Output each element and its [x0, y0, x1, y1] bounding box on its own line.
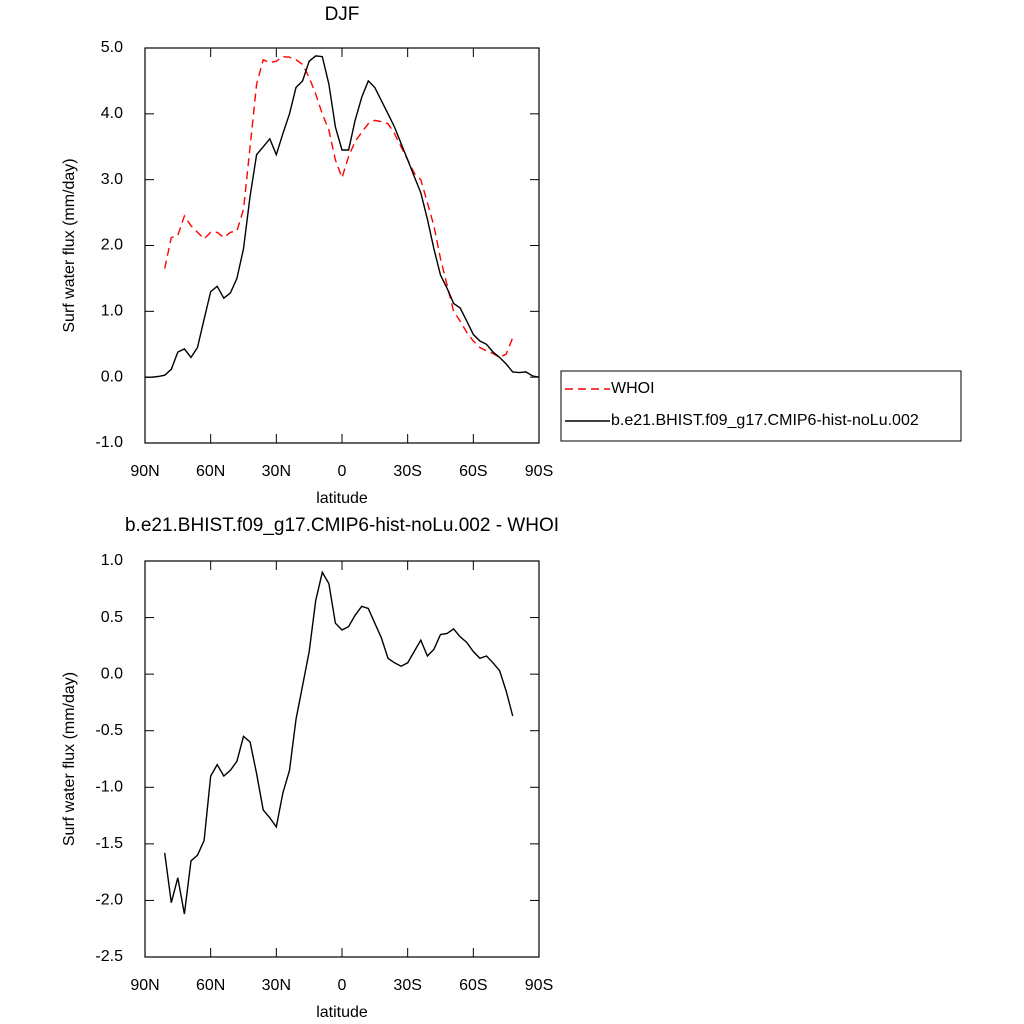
x-tick-label: 60N	[196, 463, 225, 480]
x-tick-label: 90S	[525, 463, 553, 480]
y-tick-label: 0.0	[101, 368, 123, 385]
legend-label: b.e21.BHIST.f09_g17.CMIP6-hist-noLu.002	[611, 412, 919, 429]
x-tick-label: 0	[338, 463, 347, 480]
y-tick-label: 1.0	[101, 552, 123, 569]
series-line	[164, 55, 514, 359]
y-tick-label: -1.5	[95, 835, 123, 852]
x-tick-label: 90S	[525, 977, 553, 994]
x-tick-label: 0	[338, 977, 347, 994]
x-tick-label: 30S	[393, 463, 421, 480]
y-tick-label: 2.0	[101, 237, 123, 254]
legend-label: WHOI	[611, 380, 655, 397]
y-tick-label: 5.0	[101, 39, 123, 56]
y-tick-label: 3.0	[101, 171, 123, 188]
y-tick-label: 4.0	[101, 105, 123, 122]
x-tick-label: 30N	[262, 463, 291, 480]
x-tick-label: 90N	[130, 977, 159, 994]
y-tick-label: -0.5	[95, 722, 123, 739]
x-tick-label: 30N	[262, 977, 291, 994]
y-axis-label: Surf water flux (mm/day)	[61, 158, 78, 332]
y-tick-label: -2.0	[95, 892, 123, 909]
x-axis-label: latitude	[316, 1004, 368, 1021]
y-tick-label: -1.0	[95, 779, 123, 796]
legend-box	[560, 370, 962, 442]
y-tick-label: 0.0	[101, 665, 123, 682]
y-tick-label: -2.5	[95, 948, 123, 965]
x-tick-label: 60S	[459, 977, 487, 994]
series-line	[164, 570, 514, 915]
x-tick-label: 30S	[393, 977, 421, 994]
y-axis-label: Surf water flux (mm/day)	[61, 672, 78, 846]
chart-title: b.e21.BHIST.f09_g17.CMIP6-hist-noLu.002 …	[125, 515, 559, 536]
series-line	[145, 55, 540, 378]
plot-frame	[144, 560, 540, 958]
chart-title: DJF	[325, 4, 360, 25]
y-tick-label: 0.5	[101, 609, 123, 626]
y-tick-label: 1.0	[101, 303, 123, 320]
x-tick-label: 60S	[459, 463, 487, 480]
y-tick-label: -1.0	[95, 434, 123, 451]
x-axis-label: latitude	[316, 490, 368, 507]
x-tick-label: 90N	[130, 463, 159, 480]
plot-frame	[144, 47, 540, 444]
x-tick-label: 60N	[196, 977, 225, 994]
